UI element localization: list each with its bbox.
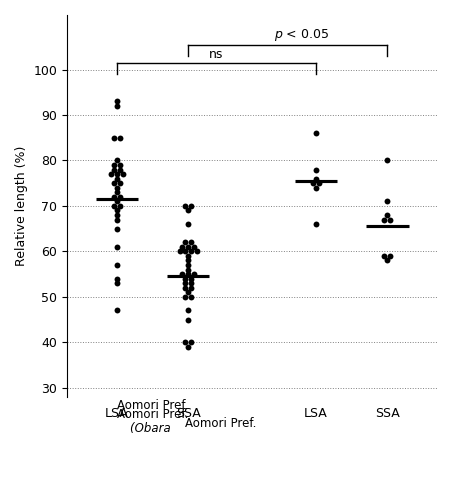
Point bbox=[315, 179, 322, 187]
Point bbox=[113, 211, 120, 219]
Point bbox=[380, 252, 387, 260]
Point bbox=[116, 161, 123, 169]
Point bbox=[113, 198, 120, 205]
Point bbox=[184, 243, 191, 251]
Point bbox=[113, 274, 120, 282]
Point bbox=[193, 248, 200, 256]
Text: ns: ns bbox=[209, 48, 223, 62]
Y-axis label: Relative length (%): Relative length (%) bbox=[15, 146, 28, 266]
Point bbox=[187, 238, 194, 246]
Point bbox=[187, 202, 194, 210]
Point bbox=[110, 202, 117, 210]
Point bbox=[184, 316, 191, 324]
Point bbox=[383, 211, 390, 219]
Point bbox=[116, 193, 123, 201]
Point bbox=[113, 243, 120, 251]
Text: Aomori Pref.: Aomori Pref. bbox=[116, 399, 188, 412]
Point bbox=[386, 216, 393, 224]
Point bbox=[187, 279, 194, 287]
Point bbox=[116, 134, 123, 141]
Point bbox=[184, 306, 191, 314]
Point bbox=[113, 279, 120, 287]
Point bbox=[113, 216, 120, 224]
Point bbox=[113, 170, 120, 178]
Point bbox=[383, 256, 390, 264]
Point bbox=[187, 338, 194, 346]
Point bbox=[383, 198, 390, 205]
Point bbox=[175, 248, 183, 256]
Point bbox=[312, 174, 319, 182]
Text: Aomori Pref.: Aomori Pref. bbox=[184, 417, 255, 430]
Point bbox=[110, 179, 117, 187]
Point bbox=[190, 270, 197, 278]
Point bbox=[116, 166, 123, 173]
Point bbox=[383, 156, 390, 164]
Point bbox=[184, 288, 191, 296]
Point bbox=[187, 293, 194, 301]
Point bbox=[312, 184, 319, 192]
Point bbox=[178, 243, 185, 251]
Point bbox=[184, 256, 191, 264]
Point bbox=[184, 220, 191, 228]
Point bbox=[178, 270, 185, 278]
Point bbox=[113, 224, 120, 232]
Point bbox=[113, 184, 120, 192]
Point bbox=[113, 156, 120, 164]
Text: $\it{p}$ < 0.05: $\it{p}$ < 0.05 bbox=[274, 27, 329, 43]
Point bbox=[110, 134, 117, 141]
Point bbox=[113, 206, 120, 214]
Point bbox=[116, 202, 123, 210]
Point bbox=[181, 238, 189, 246]
Point bbox=[190, 243, 197, 251]
Point bbox=[113, 188, 120, 196]
Point bbox=[187, 274, 194, 282]
Point bbox=[110, 161, 117, 169]
Point bbox=[312, 220, 319, 228]
Point bbox=[312, 129, 319, 137]
Point bbox=[113, 261, 120, 269]
Point bbox=[181, 202, 189, 210]
Point bbox=[386, 252, 393, 260]
Point bbox=[116, 179, 123, 187]
Point bbox=[110, 193, 117, 201]
Point bbox=[184, 252, 191, 260]
Point bbox=[181, 284, 189, 292]
Point bbox=[184, 343, 191, 351]
Point bbox=[187, 248, 194, 256]
Point bbox=[181, 338, 189, 346]
Point bbox=[181, 293, 189, 301]
Point bbox=[113, 102, 120, 110]
Point bbox=[184, 206, 191, 214]
Point bbox=[119, 170, 126, 178]
Point bbox=[184, 266, 191, 274]
Point bbox=[184, 270, 191, 278]
Point bbox=[110, 166, 117, 173]
Text: Aomori Pref.: Aomori Pref. bbox=[116, 408, 188, 421]
Point bbox=[380, 216, 387, 224]
Point bbox=[113, 98, 120, 106]
Point bbox=[113, 306, 120, 314]
Point bbox=[184, 261, 191, 269]
Point bbox=[187, 284, 194, 292]
Point bbox=[113, 174, 120, 182]
Point bbox=[181, 279, 189, 287]
Text: (Obara: (Obara bbox=[130, 422, 175, 435]
Point bbox=[309, 179, 316, 187]
Point bbox=[181, 274, 189, 282]
Point bbox=[312, 166, 319, 173]
Point bbox=[107, 170, 115, 178]
Point bbox=[181, 248, 189, 256]
